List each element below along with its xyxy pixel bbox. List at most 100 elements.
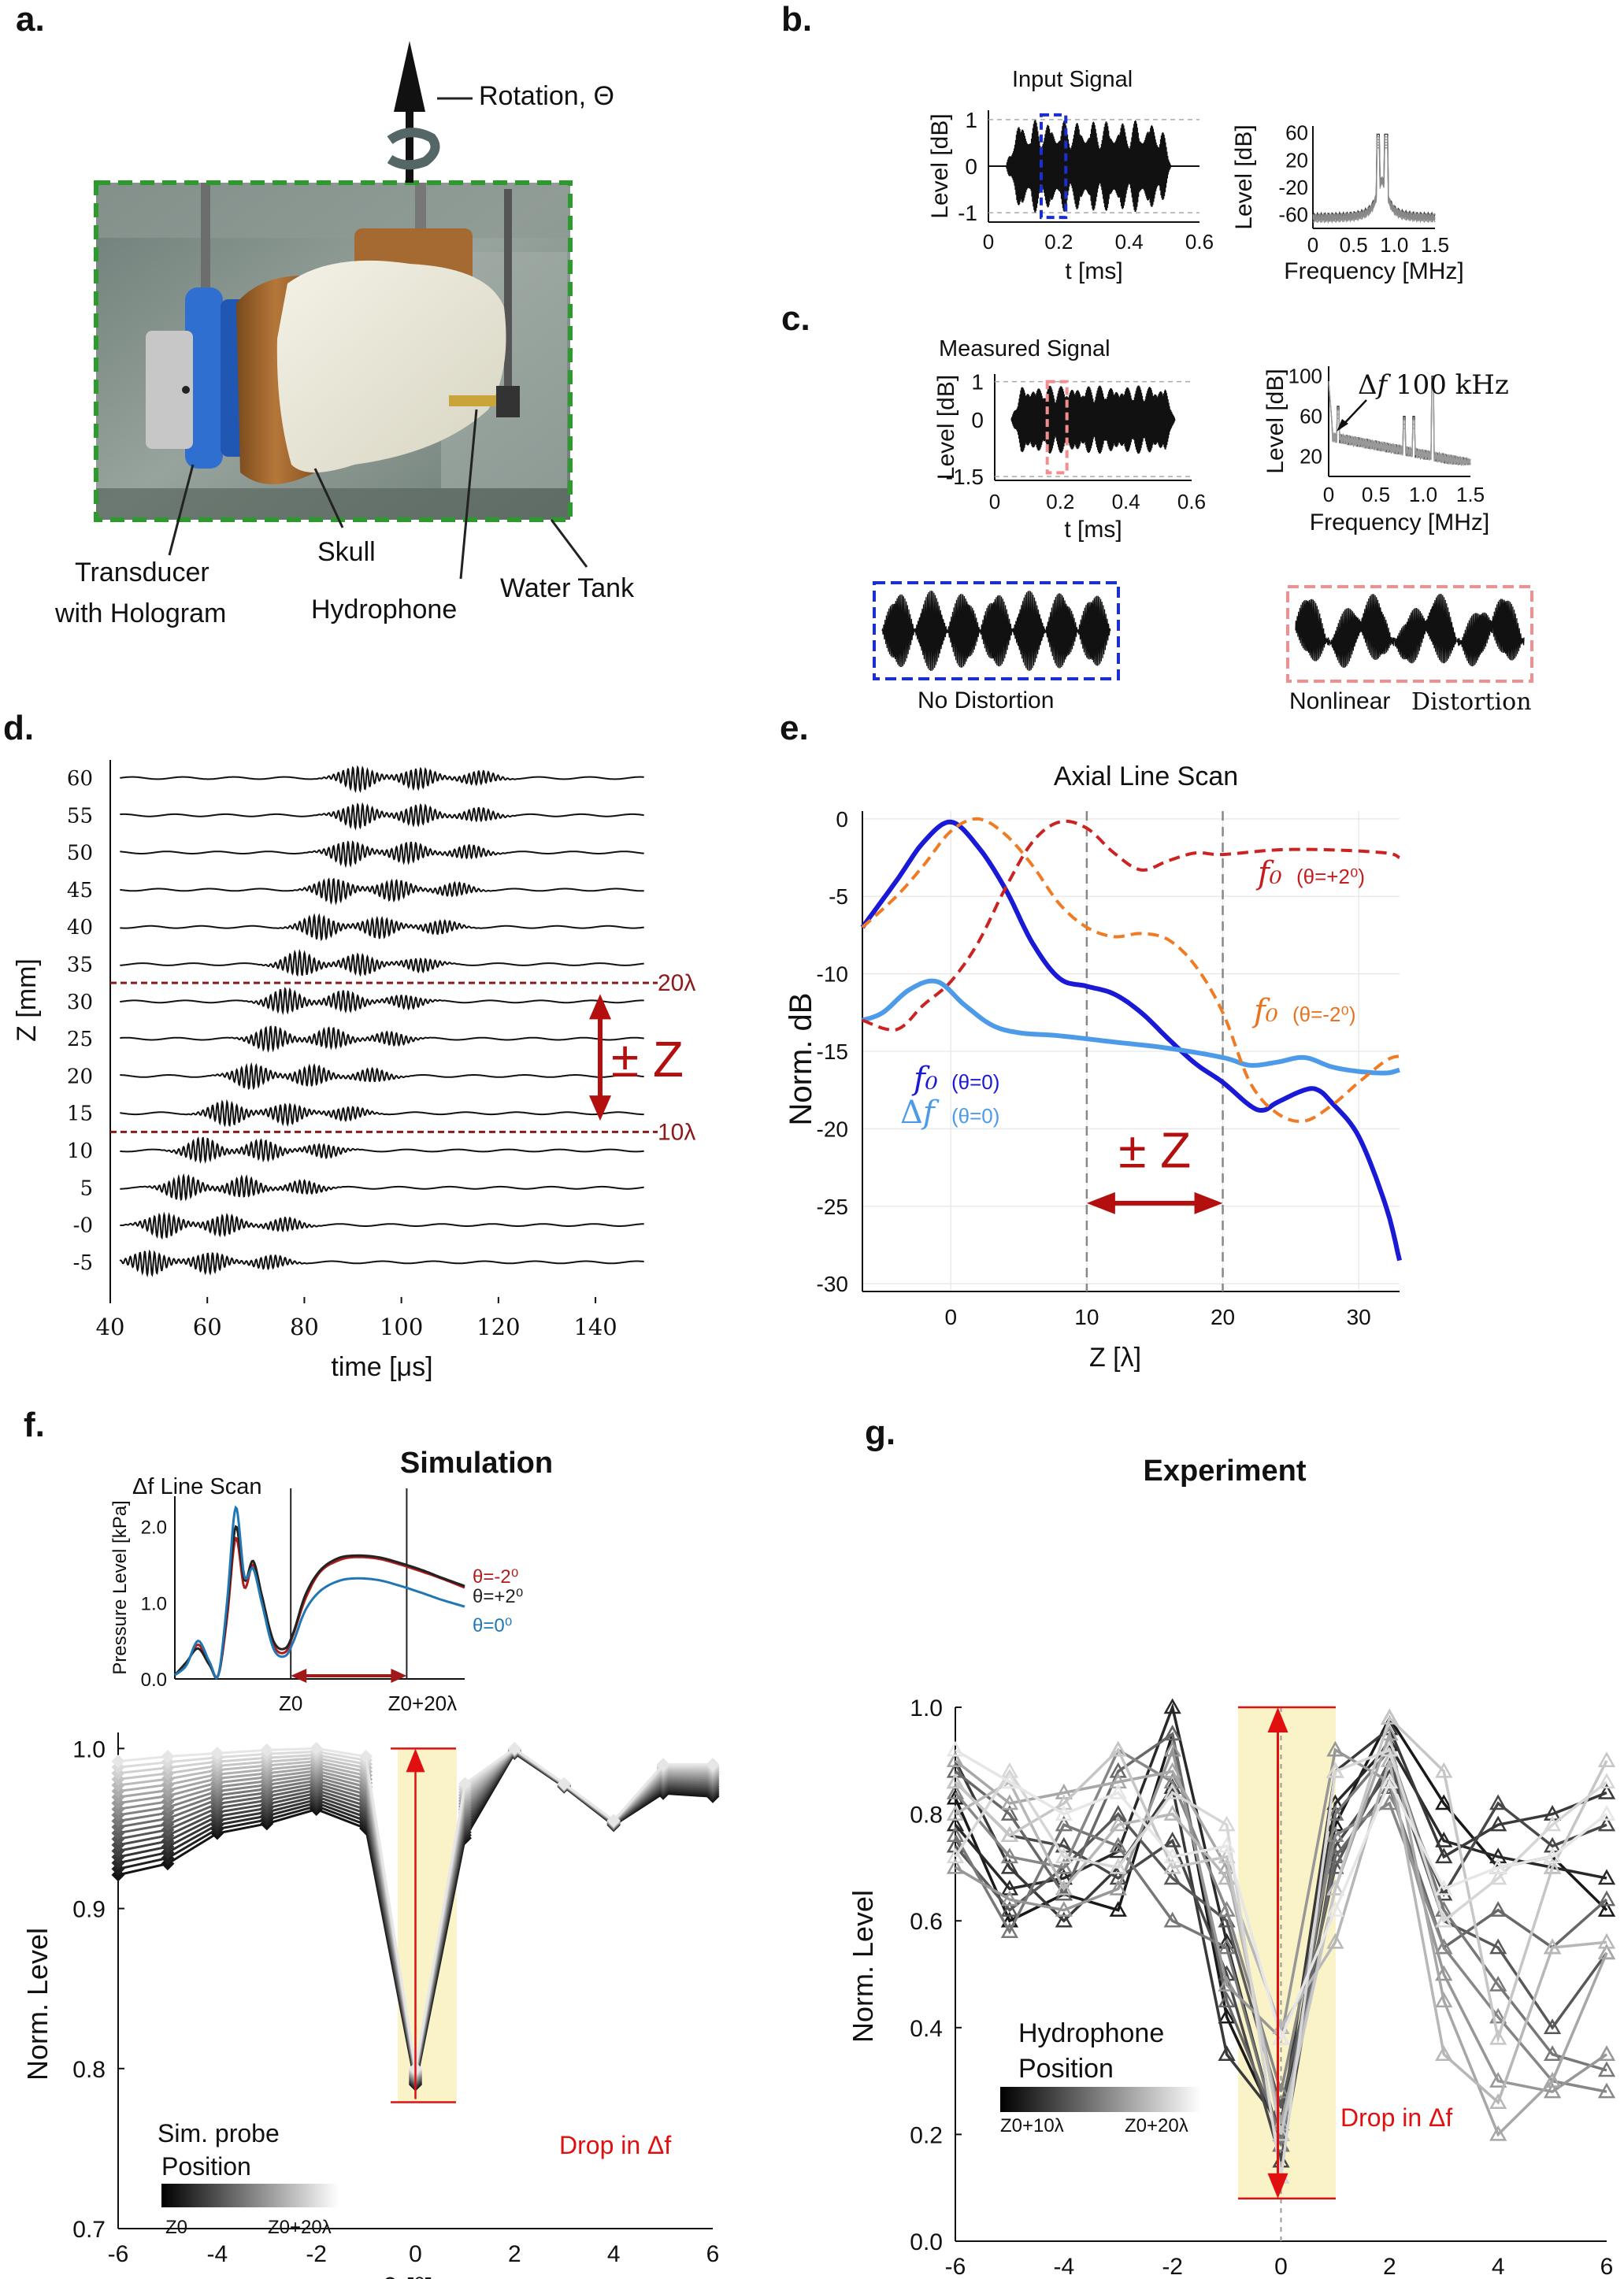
b-signal-title: Input Signal (1012, 67, 1133, 92)
skull-label: Skull (317, 537, 376, 567)
triangle-marker (1435, 1831, 1453, 1847)
panel-label-b: b. (781, 0, 813, 39)
triangle-marker (1000, 1826, 1019, 1842)
row-label: 5 (80, 1177, 93, 1200)
distortion-label: Distortion (1411, 688, 1532, 716)
y-tick-label: 0.8 (72, 2057, 106, 2083)
waveform-row (120, 1025, 644, 1053)
y-tick-label: 0.6 (910, 1909, 943, 1935)
triangle-marker (1218, 1901, 1236, 1917)
series-line (954, 1747, 1607, 2146)
waveform-row (120, 987, 644, 1016)
triangle-marker (1489, 1869, 1507, 1885)
y-tick-label: 1.0 (72, 1736, 106, 1762)
row-label: 35 (67, 954, 93, 977)
triangle-marker (946, 1740, 965, 1757)
y-tick-label: -20 (817, 1117, 848, 1141)
triangle-marker (1163, 1869, 1181, 1885)
triangle-marker (1543, 1858, 1562, 1874)
y-tick-label: 0.7 (72, 2217, 106, 2243)
row-label: 55 (67, 804, 93, 828)
x-tick-label: 0 (1307, 233, 1318, 257)
triangle-marker (1326, 1805, 1344, 1821)
triangle-marker (1435, 1938, 1453, 1955)
annotation-arrowhead (1337, 419, 1348, 432)
x-tick-label: 0 (989, 490, 1000, 513)
water-tank-label: Water Tank (500, 573, 635, 603)
triangle-marker (1000, 1773, 1019, 1789)
diamond-marker (507, 1741, 521, 1755)
signal-trace (1005, 120, 1172, 213)
y-tick-label: -30 (817, 1272, 848, 1296)
waveform-row (120, 1099, 644, 1128)
triangle-marker (1489, 1901, 1507, 1917)
legend-f0-minus2-cond: (θ=-2⁰) (1292, 1002, 1356, 1026)
x-tick-label: -6 (945, 2254, 966, 2279)
y-tick-label: 0.0 (141, 1669, 167, 1691)
triangle-marker (1163, 1911, 1181, 1928)
x-axis-label: t [ms] (1064, 517, 1122, 543)
y-tick-label: 2.0 (141, 1517, 167, 1539)
triangle-marker (1163, 1805, 1181, 1821)
triangle-marker (1000, 1890, 1019, 1907)
y-axis-label: Level [dB] (927, 113, 953, 218)
y-axis-label: Level [dB] (933, 375, 959, 480)
panel-a-photo (94, 41, 588, 580)
legend-theta-minus2: θ=-2⁰ (473, 1566, 518, 1588)
x-axis-label: Frequency [MHz] (1310, 510, 1489, 535)
x-tick-label: 0 (1274, 2254, 1288, 2279)
legend-f0-zero-cond: (θ=0) (951, 1070, 999, 1094)
row-label: -5 (73, 1251, 93, 1275)
x-tick-label: 80 (290, 1314, 319, 1340)
x-tick-label: 0.4 (1115, 230, 1144, 254)
triangle-marker (1163, 1740, 1181, 1757)
x-tick-label: 140 (573, 1314, 617, 1340)
triangle-marker (1218, 1815, 1236, 1832)
row-label: 45 (67, 879, 93, 902)
x-axis-label: θ [⁰] (382, 2272, 432, 2279)
legend-f0-minus2: 𝑓₀ (1251, 993, 1278, 1029)
triangle-marker (946, 1773, 965, 1789)
triangle-marker (1000, 1805, 1019, 1821)
y-tick-label: 0 (965, 154, 977, 179)
y-tick-label: 20 (1300, 445, 1322, 469)
x-tick-label: -4 (206, 2241, 228, 2267)
f-inset-title: Δf Line Scan (132, 1474, 261, 1499)
legend-f0-plus2: 𝑓₀ (1255, 855, 1282, 891)
triangle-marker (1597, 1901, 1616, 1917)
spectrum-trace (1312, 144, 1436, 224)
panel-label-e: e. (780, 709, 809, 747)
y-tick-label: -60 (1278, 203, 1308, 227)
triangle-marker (1435, 1762, 1453, 1778)
waveform-row (120, 1173, 644, 1202)
waveform-row (120, 1062, 644, 1091)
x-tick-label: 120 (476, 1314, 520, 1340)
triangle-marker (1000, 1858, 1019, 1874)
x-tick-label: -4 (1053, 2254, 1074, 2279)
triangle-marker (1163, 1847, 1181, 1864)
triangle-marker (1489, 2029, 1507, 2045)
triangle-marker (1597, 2045, 1616, 2061)
colorbar-title: Sim. probe (158, 2119, 280, 2147)
waveform-row (120, 840, 644, 869)
legend-df-zero: Δ𝑓 (900, 1095, 940, 1131)
panel-label-f: f. (24, 1406, 45, 1444)
triangle-marker (1435, 1879, 1453, 1895)
waveform-row (120, 913, 644, 942)
nonlinear-inset-trace (1295, 593, 1525, 669)
series-line (954, 1729, 1608, 2137)
triangle-marker (1381, 1709, 1399, 1725)
legend-f0-zero: 𝑓₀ (911, 1061, 938, 1097)
triangle-marker (1218, 2007, 1236, 2024)
x-tick-label: 100 (380, 1314, 423, 1340)
triangle-marker (1543, 2082, 1562, 2099)
transducer (185, 287, 223, 469)
triangle-marker (946, 1858, 965, 1874)
spectrum-trace (1328, 381, 1471, 467)
row-label: 30 (67, 991, 93, 1014)
series-line (862, 819, 1400, 1032)
series-line (174, 1505, 465, 1680)
triangle-marker (1000, 1901, 1019, 1917)
legend-theta-plus2: θ=+2⁰ (473, 1586, 523, 1607)
y-axis-label: Norm. Level (847, 1890, 879, 2043)
